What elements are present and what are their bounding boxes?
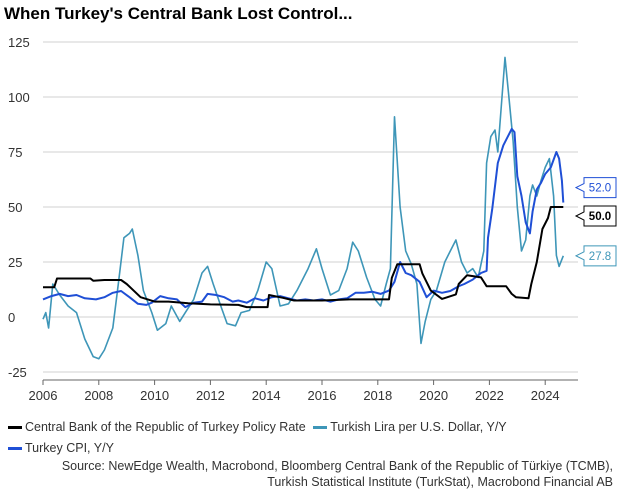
end-label: 52.0 bbox=[589, 183, 611, 195]
y-tick-label: -25 bbox=[8, 365, 27, 380]
legend-item-policy-rate: Central Bank of the Republic of Turkey P… bbox=[8, 418, 306, 437]
plot-area: -25 0 25 50 75 100 125 2006 2008 2010 2012 2014 2016… bbox=[8, 35, 617, 403]
x-tick-label: 2010 bbox=[140, 388, 169, 403]
x-tick-label: 2008 bbox=[84, 388, 113, 403]
y-tick-label: 75 bbox=[8, 145, 22, 160]
end-label-box bbox=[574, 245, 617, 267]
series-line-0 bbox=[43, 206, 564, 309]
end-label-box bbox=[574, 205, 617, 227]
x-tick-label: 2022 bbox=[475, 388, 504, 403]
legend-label: Central Bank of the Republic of Turkey P… bbox=[25, 420, 306, 434]
x-tick-label: 2006 bbox=[29, 388, 58, 403]
legend-item-cpi: Turkey CPI, Y/Y bbox=[8, 439, 114, 458]
source-line: Source: NewEdge Wealth, Macrobond, Bloom… bbox=[61, 459, 613, 473]
series-line-2 bbox=[42, 127, 565, 309]
y-tick-label: 25 bbox=[8, 255, 22, 270]
legend-label: Turkish Lira per U.S. Dollar, Y/Y bbox=[330, 420, 507, 434]
y-tick-label: 50 bbox=[8, 200, 22, 215]
y-tick-label: 125 bbox=[8, 35, 30, 50]
legend-item-lira: Turkish Lira per U.S. Dollar, Y/Y bbox=[313, 418, 507, 437]
chart-title: When Turkey's Central Bank Lost Control.… bbox=[4, 4, 353, 23]
legend-swatch bbox=[8, 426, 22, 429]
legend-swatch bbox=[313, 426, 328, 429]
x-tick-label: 2016 bbox=[308, 388, 337, 403]
x-tick-label: 2018 bbox=[363, 388, 392, 403]
legend-label: Turkey CPI, Y/Y bbox=[25, 441, 114, 455]
x-tick-label: 2012 bbox=[196, 388, 225, 403]
series-line-1 bbox=[42, 56, 565, 360]
y-tick-label: 100 bbox=[8, 90, 30, 105]
x-tick-label: 2024 bbox=[531, 388, 560, 403]
x-tick-label: 2014 bbox=[252, 388, 281, 403]
source-note: Source: NewEdge Wealth, Macrobond, Bloom… bbox=[62, 458, 613, 490]
x-tick-label: 2020 bbox=[419, 388, 448, 403]
end-label: 50.0 bbox=[589, 211, 611, 223]
legend-swatch bbox=[8, 447, 22, 450]
end-label: 27.8 bbox=[589, 251, 611, 263]
source-line: Turkish Statistical Institute (TurkStat)… bbox=[267, 475, 613, 489]
y-tick-label: 0 bbox=[8, 310, 15, 325]
end-label-box bbox=[574, 177, 617, 199]
legend: Central Bank of the Republic of Turkey P… bbox=[8, 416, 511, 458]
